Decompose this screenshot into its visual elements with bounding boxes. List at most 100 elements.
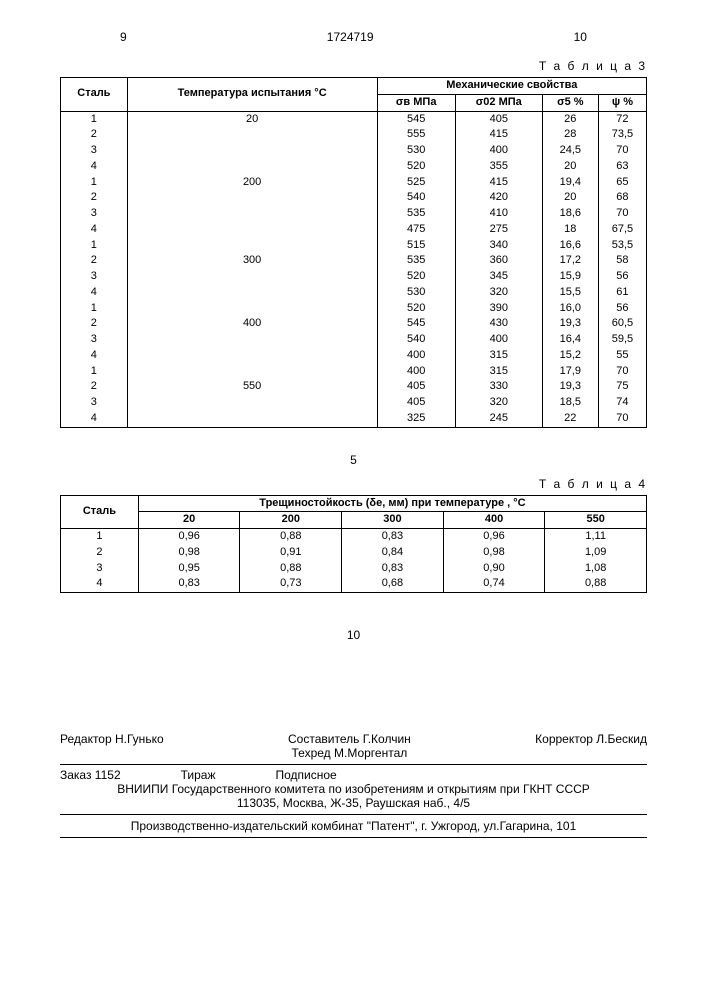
table-cell: 16,6: [542, 238, 598, 254]
vniipi: ВНИИПИ Государственного комитета по изоб…: [60, 782, 647, 796]
table-cell: 15,5: [542, 285, 598, 301]
table-cell: 18: [542, 222, 598, 238]
table-cell: 410: [455, 206, 542, 222]
table-cell: 540: [377, 190, 455, 206]
table-cell: 68: [598, 190, 646, 206]
table-cell: 1: [61, 301, 128, 317]
table-cell: [127, 301, 377, 317]
mid-number-1: 5: [60, 453, 647, 467]
table-cell: 18,5: [542, 395, 598, 411]
table-cell: 3: [61, 143, 128, 159]
table-cell: 1: [61, 364, 128, 380]
table-cell: 53,5: [598, 238, 646, 254]
table-cell: 275: [455, 222, 542, 238]
table-cell: 400: [377, 364, 455, 380]
table-cell: 530: [377, 285, 455, 301]
tirazh: Тираж: [181, 768, 216, 782]
table-cell: 300: [127, 253, 377, 269]
table-cell: 520: [377, 301, 455, 317]
table-cell: 2: [61, 127, 128, 143]
table-cell: 58: [598, 253, 646, 269]
table-cell: 59,5: [598, 332, 646, 348]
table-cell: 61: [598, 285, 646, 301]
table-cell: 475: [377, 222, 455, 238]
table-cell: 345: [455, 269, 542, 285]
korrektor: Корректор Л.Бескид: [535, 732, 647, 760]
table-cell: 3: [61, 332, 128, 348]
table-cell: 545: [377, 111, 455, 127]
th4-t3: 300: [342, 512, 444, 529]
table-cell: [127, 411, 377, 427]
table-cell: 315: [455, 364, 542, 380]
th-c2: σ02 МПа: [455, 94, 542, 111]
table-cell: 60,5: [598, 316, 646, 332]
table-cell: 535: [377, 206, 455, 222]
table-cell: [127, 143, 377, 159]
table-cell: 19,4: [542, 175, 598, 191]
table-cell: 520: [377, 269, 455, 285]
table-cell: 3: [61, 206, 128, 222]
zakaz: Заказ 1152: [60, 768, 121, 782]
table-cell: 15,9: [542, 269, 598, 285]
table-cell: 330: [455, 379, 542, 395]
th4-t5: 550: [545, 512, 647, 529]
table-cell: 0,68: [342, 576, 444, 592]
table-cell: 3: [61, 561, 139, 577]
table-cell: 400: [455, 143, 542, 159]
page-right: 10: [574, 30, 587, 44]
table-cell: 4: [61, 411, 128, 427]
table-cell: 4: [61, 159, 128, 175]
table-cell: 2: [61, 316, 128, 332]
table-cell: 24,5: [542, 143, 598, 159]
sostav: Составитель Г.Колчин: [288, 732, 411, 746]
table-cell: 0,88: [240, 561, 342, 577]
table-cell: 355: [455, 159, 542, 175]
table-cell: 0,88: [240, 529, 342, 545]
table-cell: 72: [598, 111, 646, 127]
table-cell: 16,0: [542, 301, 598, 317]
table-cell: 0,73: [240, 576, 342, 592]
address: 113035, Москва, Ж-35, Раушская наб., 4/5: [60, 796, 647, 810]
table-cell: 20: [542, 159, 598, 175]
table-cell: 0,74: [443, 576, 545, 592]
table-cell: 405: [377, 395, 455, 411]
prod: Производственно-издательский комбинат "П…: [60, 819, 647, 838]
table-cell: 315: [455, 348, 542, 364]
table4-label: Т а б л и ц а 4: [60, 477, 647, 491]
page-left: 9: [120, 30, 127, 44]
table-cell: 400: [377, 348, 455, 364]
table-cell: 2: [61, 379, 128, 395]
table-cell: 70: [598, 143, 646, 159]
table-cell: 16,4: [542, 332, 598, 348]
table-cell: 415: [455, 127, 542, 143]
table-cell: 515: [377, 238, 455, 254]
table-cell: 415: [455, 175, 542, 191]
table-cell: 400: [127, 316, 377, 332]
table-cell: 430: [455, 316, 542, 332]
table-cell: 530: [377, 143, 455, 159]
table-cell: [127, 159, 377, 175]
table-cell: 320: [455, 395, 542, 411]
mid-number-2: 10: [60, 628, 647, 642]
table-cell: 20: [542, 190, 598, 206]
table-cell: 320: [455, 285, 542, 301]
table-cell: 4: [61, 576, 139, 592]
th-c4: ψ %: [598, 94, 646, 111]
table-cell: 2: [61, 190, 128, 206]
table-cell: 0,98: [443, 545, 545, 561]
table-cell: 65: [598, 175, 646, 191]
table-cell: 340: [455, 238, 542, 254]
table-cell: 0,83: [342, 529, 444, 545]
table-cell: 0,91: [240, 545, 342, 561]
table-cell: 19,3: [542, 316, 598, 332]
table-cell: 18,6: [542, 206, 598, 222]
table-cell: 0,83: [138, 576, 240, 592]
table3-label: Т а б л и ц а 3: [60, 59, 647, 73]
table-cell: [127, 238, 377, 254]
table-cell: 1: [61, 529, 139, 545]
table-cell: 70: [598, 364, 646, 380]
table-cell: 70: [598, 411, 646, 427]
table-cell: 245: [455, 411, 542, 427]
th4-t2: 200: [240, 512, 342, 529]
table-cell: [127, 222, 377, 238]
